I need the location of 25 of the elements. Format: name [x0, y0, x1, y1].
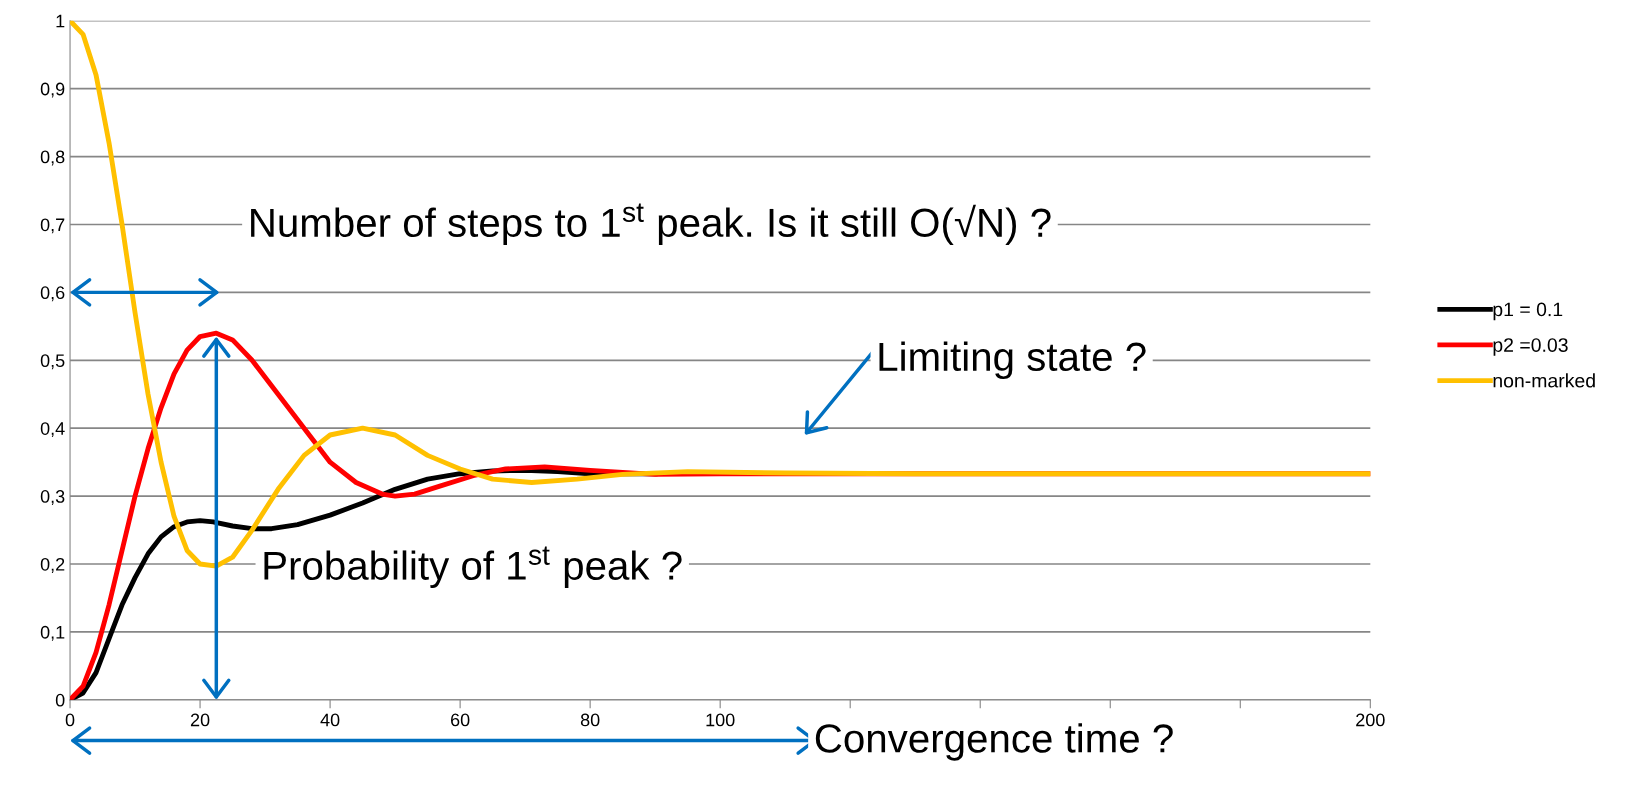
y-tick-label: 1: [56, 14, 65, 28]
y-tick-label: 0,1: [40, 625, 65, 641]
y-tick-label: 0,3: [40, 490, 65, 505]
legend-label: non-marked: [1493, 373, 1595, 388]
x-tick-label: 80: [580, 713, 600, 727]
x-tick-label: 0: [65, 713, 75, 727]
legend-label: p2 =0.03: [1493, 338, 1568, 356]
annotation: Number of steps to 1$^{st}$ peak. Is it still O(√N) ?: [251, 203, 1051, 246]
annotation: Limiting state ?: [879, 341, 1146, 380]
legend-label: p1 = 0.1: [1493, 302, 1563, 321]
text: Convergence time ?: [815, 723, 1173, 761]
x-tick-label: 20: [190, 713, 210, 727]
y-tick-label: 0: [55, 693, 65, 707]
y-tick-label: 0,4: [40, 422, 65, 438]
x-tick-label: 60: [451, 713, 470, 727]
annotation: Probability of 1$^{st}$ peak ?: [264, 546, 682, 588]
x-tick-label: 200: [1356, 713, 1385, 727]
y-tick-label: 0,2: [40, 557, 65, 573]
x-tick-label: 100: [706, 713, 735, 727]
y-tick-label: 0,7: [40, 218, 65, 234]
y-tick-label: 0,6: [40, 286, 65, 302]
y-tick-label: 0,5: [40, 354, 65, 370]
y-tick-label: 0,9: [40, 82, 65, 98]
y-tick-label: 0,8: [40, 150, 65, 166]
x-tick-label: 40: [320, 713, 340, 727]
